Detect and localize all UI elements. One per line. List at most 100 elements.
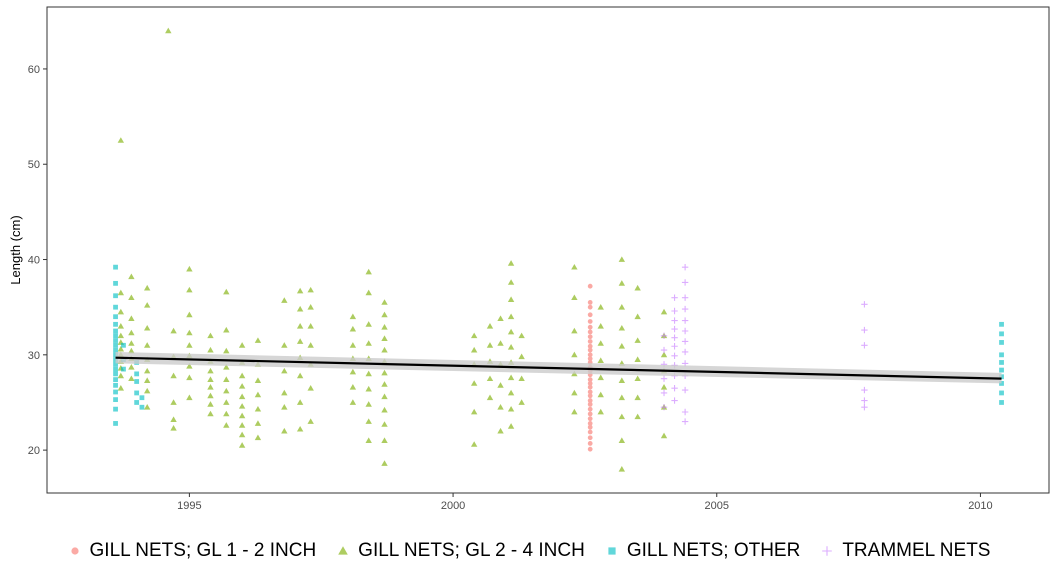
data-point [121,366,126,372]
data-point [681,348,689,356]
data-point [128,364,135,370]
x-tick-label: 2005 [705,500,729,512]
data-point [238,442,246,448]
data-point [349,384,357,390]
data-point [281,404,288,410]
data-point [113,406,118,412]
data-point [365,401,372,407]
y-tick-label: 30 [28,350,40,362]
data-point [223,326,230,333]
data-point [681,305,689,313]
data-point [381,406,388,413]
data-point [470,332,478,339]
data-point [307,384,314,391]
data-point [587,424,593,430]
data-point [144,324,151,331]
data-point [139,404,145,410]
data-point [660,346,668,354]
data-point [381,421,388,427]
legend-label: GILL NETS; GL 1 - 2 INCH [89,540,317,561]
data-point [634,337,641,343]
data-point [121,342,126,348]
data-point [238,403,246,409]
data-point [486,323,494,329]
legend-key [818,542,836,560]
data-point [634,394,641,401]
data-point [144,387,151,394]
data-point [254,420,262,426]
data-point [618,280,626,286]
data-point [470,346,478,353]
series-3-points [660,263,868,425]
data-point [587,411,593,417]
data-point [587,429,593,435]
data-point [507,260,515,266]
data-point [999,331,1004,337]
data-point [281,427,288,434]
data-point [861,301,868,308]
data-point [571,294,578,301]
data-point [113,371,118,377]
data-point [186,374,193,381]
data-point [186,286,193,293]
data-point [113,361,118,367]
data-point [587,406,593,412]
data-point [381,437,388,443]
data-point [254,377,262,383]
data-point [144,367,151,374]
data-point [861,342,868,349]
data-point [113,304,118,310]
data-point [681,408,689,416]
data-point [296,287,304,294]
data-point [207,392,214,399]
data-point [128,375,135,382]
data-point [381,335,388,342]
data-point [618,437,626,443]
data-point [507,279,515,285]
data-point [117,384,125,391]
data-point [296,399,304,405]
data-point [660,375,668,382]
data-point [170,416,177,423]
data-point [349,399,357,405]
data-point [281,342,288,348]
data-point [671,397,678,404]
data-point [128,315,135,322]
data-point [571,263,578,270]
points-layer [113,27,1004,472]
data-point [144,342,151,348]
data-point [999,367,1004,373]
data-point [207,346,214,353]
data-point [571,389,578,396]
data-point [307,286,314,293]
data-point [634,356,641,362]
y-tick-label: 50 [28,159,40,171]
data-point [518,332,525,339]
data-point [207,384,214,390]
data-point [113,293,118,299]
data-point [681,279,689,286]
data-point [671,294,678,301]
data-point [597,303,604,310]
data-point [587,347,593,353]
data-point [365,370,372,377]
data-point [223,387,230,394]
data-point [113,333,118,339]
data-point [281,297,288,303]
data-point [618,256,626,262]
legend: GILL NETS; GL 1 - 2 INCH GILL NETS; GL 2 … [0,534,1056,568]
data-point [207,410,214,417]
legend-item: GILL NETS; GL 1 - 2 INCH [66,540,317,562]
data-point [223,410,230,417]
data-point [587,312,593,318]
data-point [486,342,494,348]
data-point [113,314,118,320]
data-point [134,400,140,405]
data-point [170,399,177,405]
legend-item: GILL NETS; OTHER [603,540,800,562]
data-point [486,394,494,401]
legend-marker [608,547,616,555]
data-point [113,347,118,353]
data-point [486,375,494,382]
data-point [238,342,246,348]
